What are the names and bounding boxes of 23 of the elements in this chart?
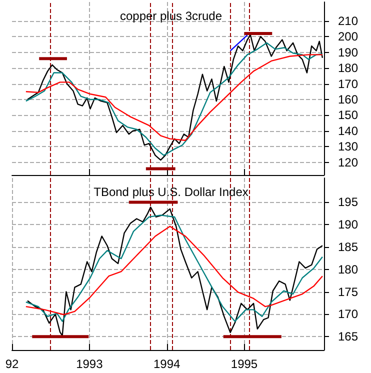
text: copper plus 3crude [120,9,222,23]
y-tick-label: 190 [338,45,358,60]
y-tick-label: 150 [338,108,358,122]
y-tick-label: 140 [338,124,358,138]
x-tick-label: 1994 [153,357,181,371]
y-tick-label: 200 [338,30,358,44]
y-tick-label: 170 [338,307,358,322]
x-tick-label: 1993 [76,357,104,371]
y-tick-label: 185 [338,240,358,254]
y-tick-label: 130 [338,140,358,154]
y-tick-label: 180 [338,262,358,276]
text: TBond plus U.S. Dollar Index [94,185,248,199]
y-tick-label: 120 [338,155,358,170]
y-tick-label: 210 [338,14,358,28]
x-tick-label: 1995 [230,357,258,371]
y-tick-label: 160 [338,92,358,107]
y-tick-label: 170 [338,76,358,91]
y-tick-label: 190 [338,218,358,232]
x-tick-label: 92 [5,357,19,371]
y-tick-label: 175 [338,284,358,299]
y-tick-label: 180 [338,61,358,76]
y-tick-label: 165 [338,330,358,344]
y-tick-label: 195 [338,195,358,210]
